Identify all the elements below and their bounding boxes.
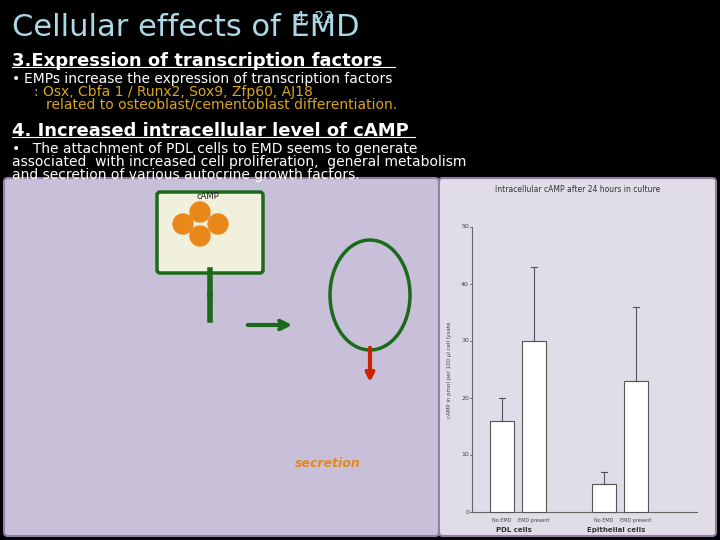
Bar: [522, 341, 546, 512]
Text: associated  with increased cell proliferation,  general metabolism: associated with increased cell prolifera…: [12, 155, 467, 169]
Circle shape: [190, 226, 210, 246]
Text: EMPs increase the expression of transcription factors: EMPs increase the expression of transcri…: [24, 72, 392, 86]
Text: 20: 20: [461, 395, 469, 401]
Circle shape: [173, 214, 193, 234]
Text: EMD present: EMD present: [621, 518, 652, 523]
Text: 0: 0: [465, 510, 469, 515]
Text: No EMD: No EMD: [492, 518, 512, 523]
Text: cAMP in pmol per 100 μl cell lysate: cAMP in pmol per 100 μl cell lysate: [448, 321, 452, 417]
Text: secretion: secretion: [295, 457, 361, 470]
FancyBboxPatch shape: [4, 178, 439, 536]
Text: 40: 40: [461, 281, 469, 287]
Text: •: •: [12, 72, 20, 86]
Text: 4, 23: 4, 23: [295, 11, 334, 26]
Text: cAMP: cAMP: [197, 192, 220, 201]
Text: •: •: [12, 142, 20, 156]
Text: related to osteoblast/cementoblast differentiation.: related to osteoblast/cementoblast diffe…: [46, 98, 397, 112]
FancyBboxPatch shape: [157, 192, 263, 273]
Text: The attachment of PDL cells to EMD seems to generate: The attachment of PDL cells to EMD seems…: [24, 142, 418, 156]
Text: Epithelial cells: Epithelial cells: [587, 527, 645, 533]
Bar: [490, 421, 514, 512]
Text: 3.Expression of transcription factors: 3.Expression of transcription factors: [12, 52, 382, 70]
Bar: [592, 483, 616, 512]
Text: No EMD: No EMD: [594, 518, 613, 523]
Text: 4. Increased intracellular level of cAMP: 4. Increased intracellular level of cAMP: [12, 122, 409, 140]
Text: Cellular effects of EMD: Cellular effects of EMD: [12, 13, 359, 42]
Text: 30: 30: [461, 339, 469, 343]
Circle shape: [190, 202, 210, 222]
FancyBboxPatch shape: [439, 178, 716, 536]
Text: PDL cells: PDL cells: [496, 527, 532, 533]
Circle shape: [208, 214, 228, 234]
Text: Intracellular cAMP after 24 hours in culture: Intracellular cAMP after 24 hours in cul…: [495, 185, 661, 194]
Text: : Osx, Cbfa 1 / Runx2, Sox9, Zfp60, AJ18: : Osx, Cbfa 1 / Runx2, Sox9, Zfp60, AJ18: [34, 85, 313, 99]
Text: 10: 10: [462, 453, 469, 457]
Text: 50: 50: [462, 225, 469, 230]
Text: EMD present: EMD present: [518, 518, 549, 523]
Text: and secretion of various autocrine growth factors.: and secretion of various autocrine growt…: [12, 168, 359, 182]
Bar: [624, 381, 648, 512]
